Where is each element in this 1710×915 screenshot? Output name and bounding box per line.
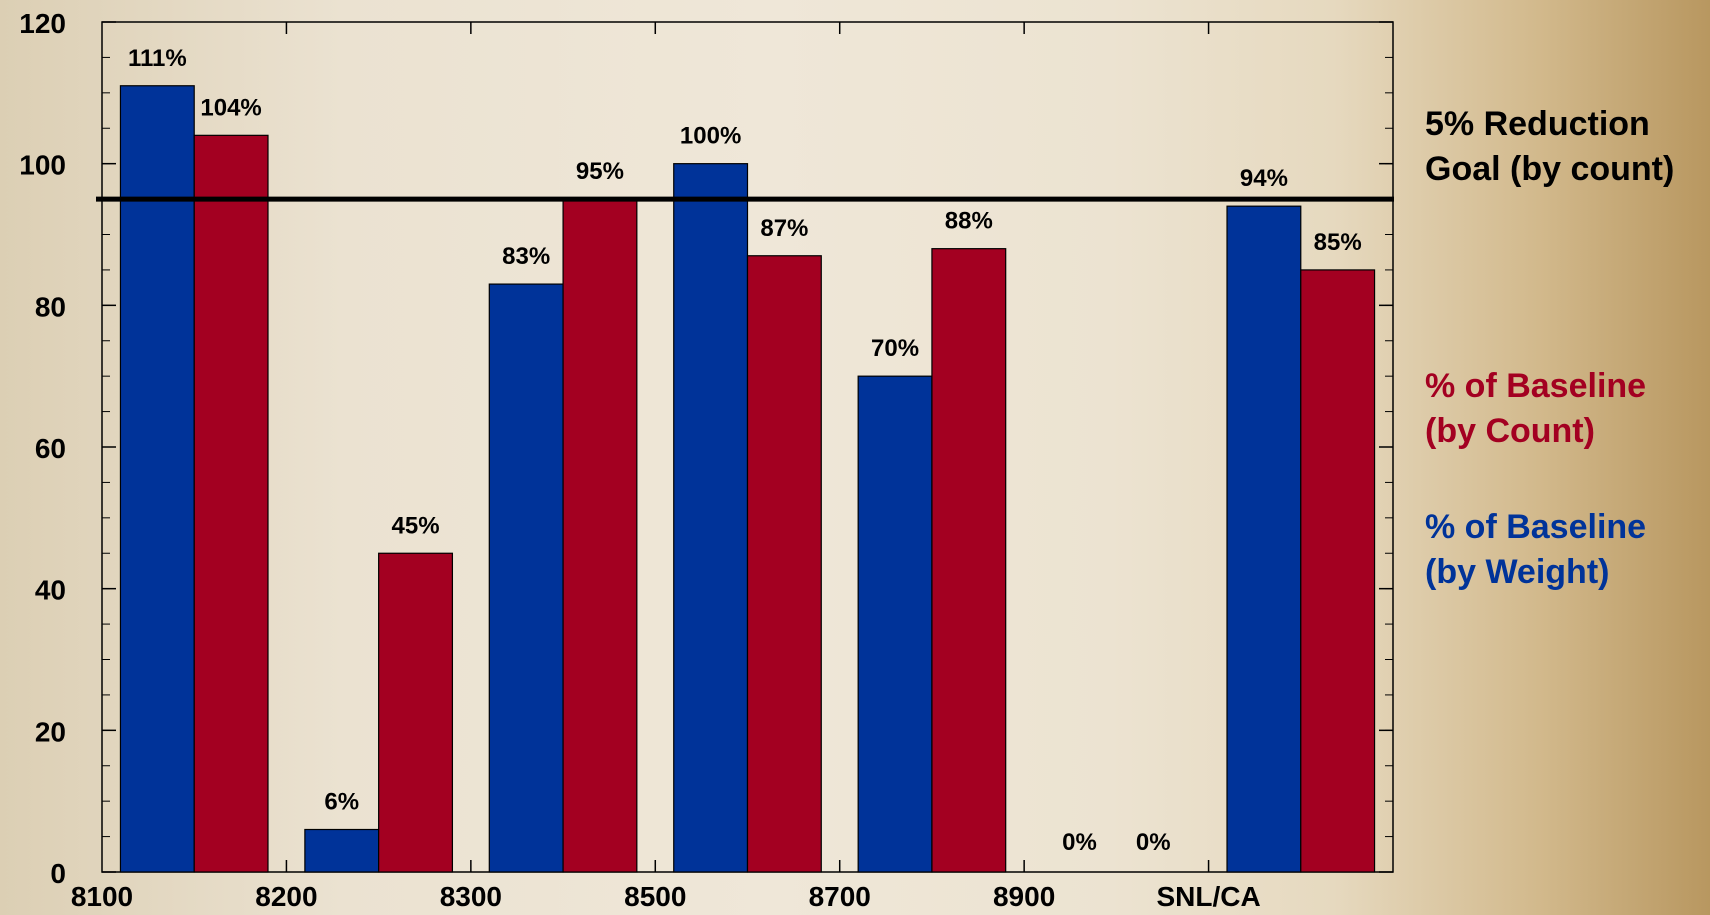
bars (119, 85, 1376, 873)
legend-count-line2: (by Count) (1425, 412, 1595, 450)
x-tick-label: 8100 (71, 881, 133, 912)
data-label-count: 87% (760, 215, 808, 242)
y-tick-label: 40 (35, 575, 66, 606)
legend-goal-line1: 5% Reduction (1425, 105, 1650, 143)
data-label-count: 0% (1136, 829, 1171, 856)
legend-weight: % of Baseline (by Weight) (1425, 505, 1646, 595)
data-label-count: 85% (1314, 229, 1362, 256)
y-tick-label: 120 (19, 8, 66, 39)
data-label-weight: 94% (1240, 165, 1288, 192)
y-tick-label: 20 (35, 716, 66, 747)
data-label-weight: 6% (324, 789, 359, 816)
legend-goal: 5% Reduction Goal (by count) (1425, 102, 1674, 192)
bar-weight (857, 375, 933, 873)
data-label-weight: 0% (1062, 829, 1097, 856)
x-tick-label: 8900 (993, 881, 1055, 912)
legend-count-line1: % of Baseline (1425, 367, 1647, 405)
bar-count (1300, 269, 1376, 873)
bar-weight (673, 163, 749, 873)
data-label-weight: 83% (502, 243, 550, 270)
x-tick-label: 8300 (440, 881, 502, 912)
bar-weight (1226, 205, 1302, 873)
legend-weight-line1: % of Baseline (1425, 508, 1647, 546)
legend-goal-line2: Goal (by count) (1425, 150, 1675, 188)
x-tick-label: 8700 (809, 881, 871, 912)
bar-weight (119, 85, 195, 873)
x-tick-label: 8500 (624, 881, 686, 912)
x-tick-label: SNL/CA (1156, 881, 1260, 912)
data-label-weight: 100% (680, 123, 741, 150)
bar-count (931, 248, 1007, 873)
x-tick-label: 8200 (255, 881, 317, 912)
x-axis: 8100 8200 8300 8500 8700 8900 SNL/CA (71, 22, 1261, 912)
data-label-count: 95% (576, 158, 624, 185)
bar-count (378, 552, 454, 873)
bar-weight (488, 283, 564, 873)
legend-count: % of Baseline (by Count) (1425, 364, 1646, 454)
bar-count (193, 134, 269, 873)
data-label-count: 104% (200, 94, 261, 121)
y-tick-label: 0 (50, 858, 66, 889)
data-label-weight: 70% (871, 335, 919, 362)
bar-labels: 111% 104% 6% 45% 83% 95% 100% 87% 70% 88% 0% 0% 94% 8… (128, 45, 1362, 856)
bar-weight (304, 828, 380, 873)
y-tick-label: 60 (35, 433, 66, 464)
legend-weight-line2: (by Weight) (1425, 553, 1610, 591)
bar-count (562, 198, 638, 873)
y-tick-label: 100 (19, 150, 66, 181)
data-label-count: 45% (392, 512, 440, 539)
data-label-weight: 111% (128, 45, 187, 72)
y-tick-label: 80 (35, 291, 66, 322)
data-label-count: 88% (945, 208, 993, 235)
bar-count (746, 255, 822, 873)
y-axis: 0 20 40 60 80 100 120 (19, 8, 1393, 889)
